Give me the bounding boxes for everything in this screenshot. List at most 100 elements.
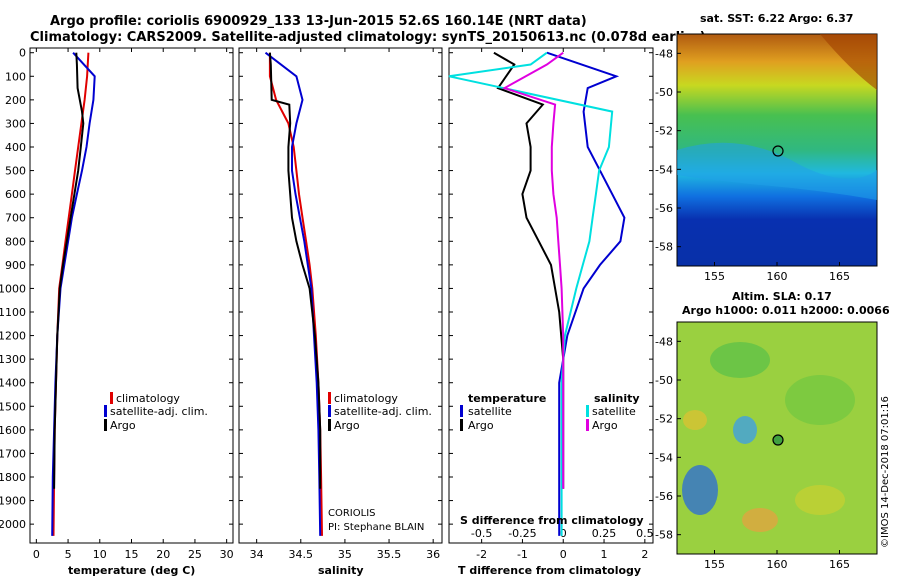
series-line-argo-salinity	[502, 51, 565, 489]
map-x-tick-label: 165	[829, 270, 850, 283]
map1-axes: 155 160 165 -48 -50 -52 -54 -56 -58	[655, 47, 850, 283]
legend-argo: Argo	[110, 419, 136, 432]
legend-satellite-2: satellite-adj. clim.	[334, 405, 432, 418]
map-y-tick-label: -52	[655, 413, 673, 426]
depth-tick-label: 0	[19, 47, 26, 60]
depth-tick-label: 800	[5, 235, 26, 248]
depth-tick-label: 400	[5, 141, 26, 154]
x-tick-label: -2	[476, 548, 487, 561]
argo-location-marker	[772, 145, 784, 157]
legend-argo-temp: Argo	[468, 419, 494, 432]
credit-label: ©IMOS 14-Dec-2018 07:01:16	[880, 396, 891, 548]
depth-tick-label: 500	[5, 165, 26, 178]
coriolis-label: CORIOLIS	[328, 508, 376, 519]
legend-satellite: satellite-adj. clim.	[110, 405, 208, 418]
legend-argo-sal: Argo	[592, 419, 618, 432]
temperature-panel	[29, 47, 234, 544]
map1-title: sat. SST: 6.22 Argo: 6.37	[700, 12, 853, 25]
legend-sat-temp: satellite	[468, 405, 512, 418]
x-tick-label: 0	[33, 548, 40, 561]
depth-tick-label: 1100	[0, 306, 26, 319]
map2-title1: Altim. SLA: 0.17	[732, 290, 832, 303]
map-y-tick-label: -56	[655, 202, 673, 215]
series-line-argo	[268, 52, 322, 489]
xlabel-temperature: temperature (deg C)	[68, 564, 195, 577]
depth-tick-label: 600	[5, 188, 26, 201]
depth-tick-label: 100	[5, 70, 26, 83]
depth-tick-label: 1800	[0, 471, 26, 484]
map-y-tick-label: -54	[655, 163, 673, 176]
x-tick-label: 20	[156, 548, 170, 561]
map-x-tick-label: 160	[767, 558, 788, 571]
legend-salinity-head: salinity	[594, 392, 640, 405]
depth-tick-label: 1700	[0, 447, 26, 460]
depth-tick-label: 1200	[0, 330, 26, 343]
map-y-tick-label: -52	[655, 125, 673, 138]
map-x-tick-label: 155	[704, 558, 725, 571]
depth-tick-label: 900	[5, 259, 26, 272]
legend-difference: temperature satellite Argo salinity sate…	[460, 392, 644, 527]
map2-title2: Argo h1000: 0.011 h2000: 0.0066	[682, 304, 890, 317]
s-tick-label: -0.25	[508, 527, 536, 540]
map-y-tick-label: -48	[655, 47, 673, 60]
title-line1: Argo profile: coriolis 6900929_133 13-Ju…	[50, 14, 587, 29]
map-y-tick-label: -48	[655, 335, 673, 348]
depth-tick-label: 300	[5, 117, 26, 130]
depth-tick-label: 1500	[0, 400, 26, 413]
legend-argo-2: Argo	[334, 419, 360, 432]
map2-axes: 155 160 165 -48 -50 -52 -54 -56 -58	[655, 335, 850, 571]
series-line-satellite-temperature	[546, 51, 626, 536]
map-y-tick-label: -56	[655, 490, 673, 503]
depth-tick-label: 700	[5, 212, 26, 225]
x-tick-label: 30	[220, 548, 234, 561]
legend-climatology: climatology	[116, 392, 180, 405]
s-tick-label: 0.5	[636, 527, 654, 540]
legend-temperature-head: temperature	[468, 392, 546, 405]
depth-tick-label: 200	[5, 94, 26, 107]
x-tick-label: 25	[188, 548, 202, 561]
pi-label: PI: Stephane BLAIN	[328, 522, 424, 533]
legend-salinity: climatology satellite-adj. clim. Argo CO…	[328, 392, 432, 533]
x-axes: 0 5 10 15 20 25 30 34 34.5 35 35.5 36 -2 -1 0 1 2 -0.5 -0.…	[33, 48, 654, 561]
depth-tick-label: 1300	[0, 353, 26, 366]
x-tick-label: 15	[125, 548, 139, 561]
x-tick-label: 36	[426, 548, 440, 561]
xlabel-salinity: salinity	[318, 564, 364, 577]
series-line-satellite-adj-clim-	[264, 51, 322, 536]
series-line-argo	[53, 52, 85, 489]
depth-tick-label: 2000	[0, 518, 26, 531]
sst-map	[676, 33, 878, 267]
x-tick-label: 35.5	[377, 548, 402, 561]
map-y-tick-label: -54	[655, 451, 673, 464]
depth-tick-label: 1000	[0, 282, 26, 295]
sdiff-label: S difference from climatology	[460, 514, 644, 527]
depth-tick-label: 1600	[0, 424, 26, 437]
x-tick-label: 34	[250, 548, 264, 561]
x-tick-label: -1	[517, 548, 528, 561]
x-tick-label: 34.5	[289, 548, 314, 561]
argo-location-marker-2	[772, 434, 784, 446]
x-tick-label: 1	[601, 548, 608, 561]
map-y-tick-label: -58	[655, 241, 673, 254]
title-line2: Climatology: CARS2009. Satellite-adjuste…	[30, 30, 706, 45]
s-tick-label: -0.5	[471, 527, 492, 540]
x-tick-label: 35	[338, 548, 352, 561]
map-y-tick-label: -58	[655, 529, 673, 542]
map-x-tick-label: 165	[829, 558, 850, 571]
depth-tick-label: 1400	[0, 377, 26, 390]
map-y-tick-label: -50	[655, 374, 673, 387]
map-x-tick-label: 160	[767, 270, 788, 283]
salinity-panel	[238, 47, 443, 544]
difference-panel	[448, 47, 654, 544]
legend-sat-sal: satellite	[592, 405, 636, 418]
x-tick-label: 10	[93, 548, 107, 561]
s-tick-label: 0	[560, 527, 567, 540]
x-tick-label: 0	[560, 548, 567, 561]
depth-tick-label: 1900	[0, 495, 26, 508]
sla-map	[676, 321, 878, 555]
depth-axis: 0 100 200 300 400 500 600 700 800 900 1000 1100 1200…	[0, 47, 653, 531]
series-line-argo-temperature	[493, 51, 565, 489]
map-x-tick-label: 155	[704, 270, 725, 283]
x-tick-label: 5	[65, 548, 72, 561]
